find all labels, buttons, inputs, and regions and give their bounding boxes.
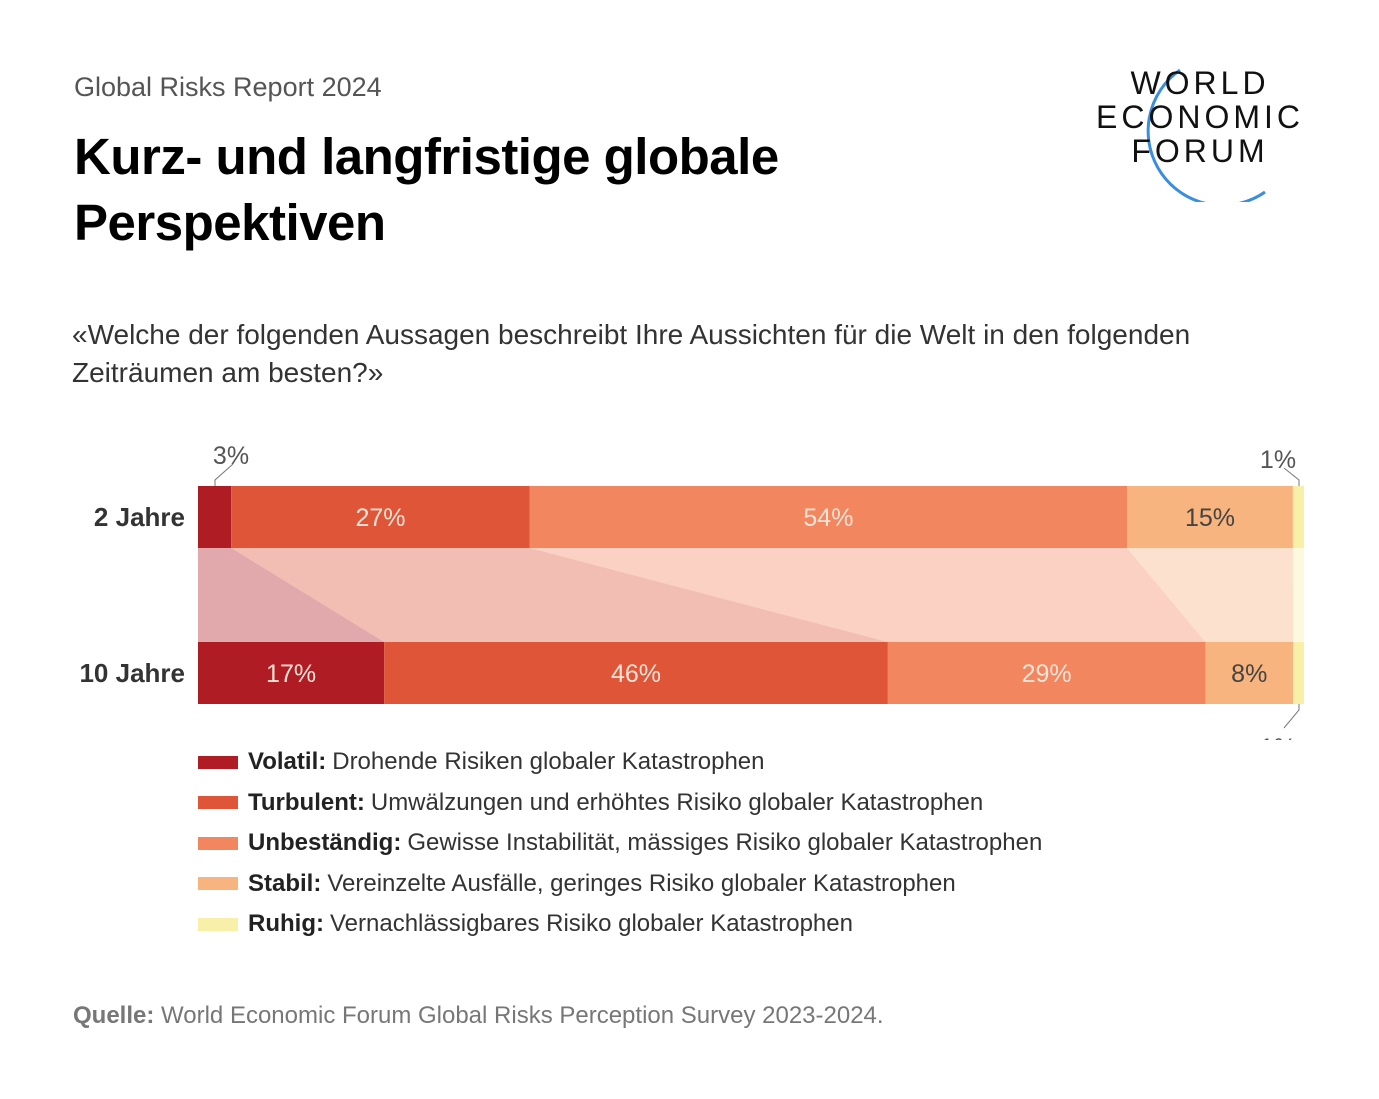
- legend-term: Unbeständig:: [248, 829, 402, 857]
- data-label: 17%: [266, 660, 316, 688]
- legend-term: Ruhig:: [248, 910, 324, 938]
- stacked-bar-chart: 2 Jahre 3% 27% 54% 15% 1% 10 Jahre 17% 46% 29% 8% 1…: [79, 442, 1304, 740]
- data-label: 54%: [803, 504, 853, 532]
- legend-description: Vereinzelte Ausfälle, geringes Risiko gl…: [327, 869, 956, 897]
- survey-question: «Welche der folgenden Aussagen beschreib…: [72, 319, 1191, 388]
- data-label: 15%: [1185, 504, 1235, 532]
- flow-band-1: [231, 548, 888, 642]
- svg-text:WORLD: WORLD: [1130, 65, 1269, 101]
- category-label: 10 Jahre: [79, 658, 185, 688]
- legend-swatch: [198, 917, 238, 931]
- data-label: 29%: [1022, 660, 1072, 688]
- flow-band-0: [198, 548, 385, 642]
- bar-segment: [1293, 642, 1304, 704]
- data-label: 8%: [1231, 660, 1267, 688]
- wef-logo: WORLD ECONOMIC FORUM: [1096, 65, 1304, 202]
- svg-text:FORUM: FORUM: [1131, 133, 1268, 169]
- bar-segment: [887, 642, 1206, 704]
- legend-swatch: [198, 877, 238, 891]
- data-label: 27%: [355, 504, 405, 532]
- bar-segment: [1205, 642, 1294, 704]
- bar-segment: [384, 642, 888, 704]
- legend-description: Gewisse Instabilität, mässiges Risiko gl…: [407, 829, 1043, 857]
- leader-line: [214, 463, 234, 486]
- source-label: Quelle:: [73, 1002, 155, 1029]
- report-kicker: Global Risks Report 2024: [74, 72, 382, 102]
- legend-item: Turbulent: Umwälzungen und erhöhtes Risik…: [198, 783, 1042, 824]
- legend-item: Ruhig: Vernachlässigbares Risiko globaler…: [198, 904, 1042, 945]
- flow-band-2: [529, 548, 1206, 642]
- legend: Volatil: Drohende Risiken globaler Katast…: [198, 742, 1042, 945]
- legend-description: Vernachlässigbares Risiko globaler Katas…: [329, 910, 853, 938]
- leader-line: [1283, 467, 1300, 486]
- legend-item: Unbeständig: Gewisse Instabilität, mässig…: [198, 823, 1042, 864]
- bar-segment: [198, 486, 232, 548]
- category-label: 2 Jahre: [94, 502, 185, 532]
- source-note: Quelle: World Economic Forum Global Risk…: [73, 1002, 884, 1030]
- source-text: World Economic Forum Global Risks Percep…: [161, 1002, 884, 1029]
- bar-segment: [1292, 486, 1304, 548]
- data-label: 1%: [1260, 446, 1296, 474]
- svg-text:ECONOMIC: ECONOMIC: [1096, 99, 1304, 135]
- flow-band-3: [1127, 548, 1294, 642]
- legend-term: Stabil:: [248, 869, 322, 897]
- legend-description: Umwälzungen und erhöhtes Risiko globaler…: [370, 788, 984, 816]
- legend-description: Drohende Risiken globaler Katastrophen: [332, 748, 765, 776]
- legend-swatch: [198, 796, 238, 810]
- legend-term: Volatil:: [248, 748, 327, 776]
- bar-segment: [198, 642, 385, 704]
- data-label: 3%: [213, 442, 249, 470]
- bar-segment: [231, 486, 530, 548]
- legend-term: Turbulent:: [248, 788, 365, 816]
- legend-swatch: [198, 836, 238, 850]
- data-label: 46%: [611, 660, 661, 688]
- legend-item: Volatil: Drohende Risiken globaler Katast…: [198, 742, 1042, 783]
- bar-segment: [1127, 486, 1293, 548]
- flow-band-4: [1292, 548, 1304, 642]
- page-title: Kurz- und langfristige globale Perspekti…: [74, 128, 779, 251]
- bar-segment: [529, 486, 1128, 548]
- data-label: 1%: [1260, 734, 1296, 740]
- leader-line: [1283, 704, 1300, 729]
- legend-item: Stabil: Vereinzelte Ausfälle, geringes Ri…: [198, 864, 1042, 905]
- legend-swatch: [198, 755, 238, 769]
